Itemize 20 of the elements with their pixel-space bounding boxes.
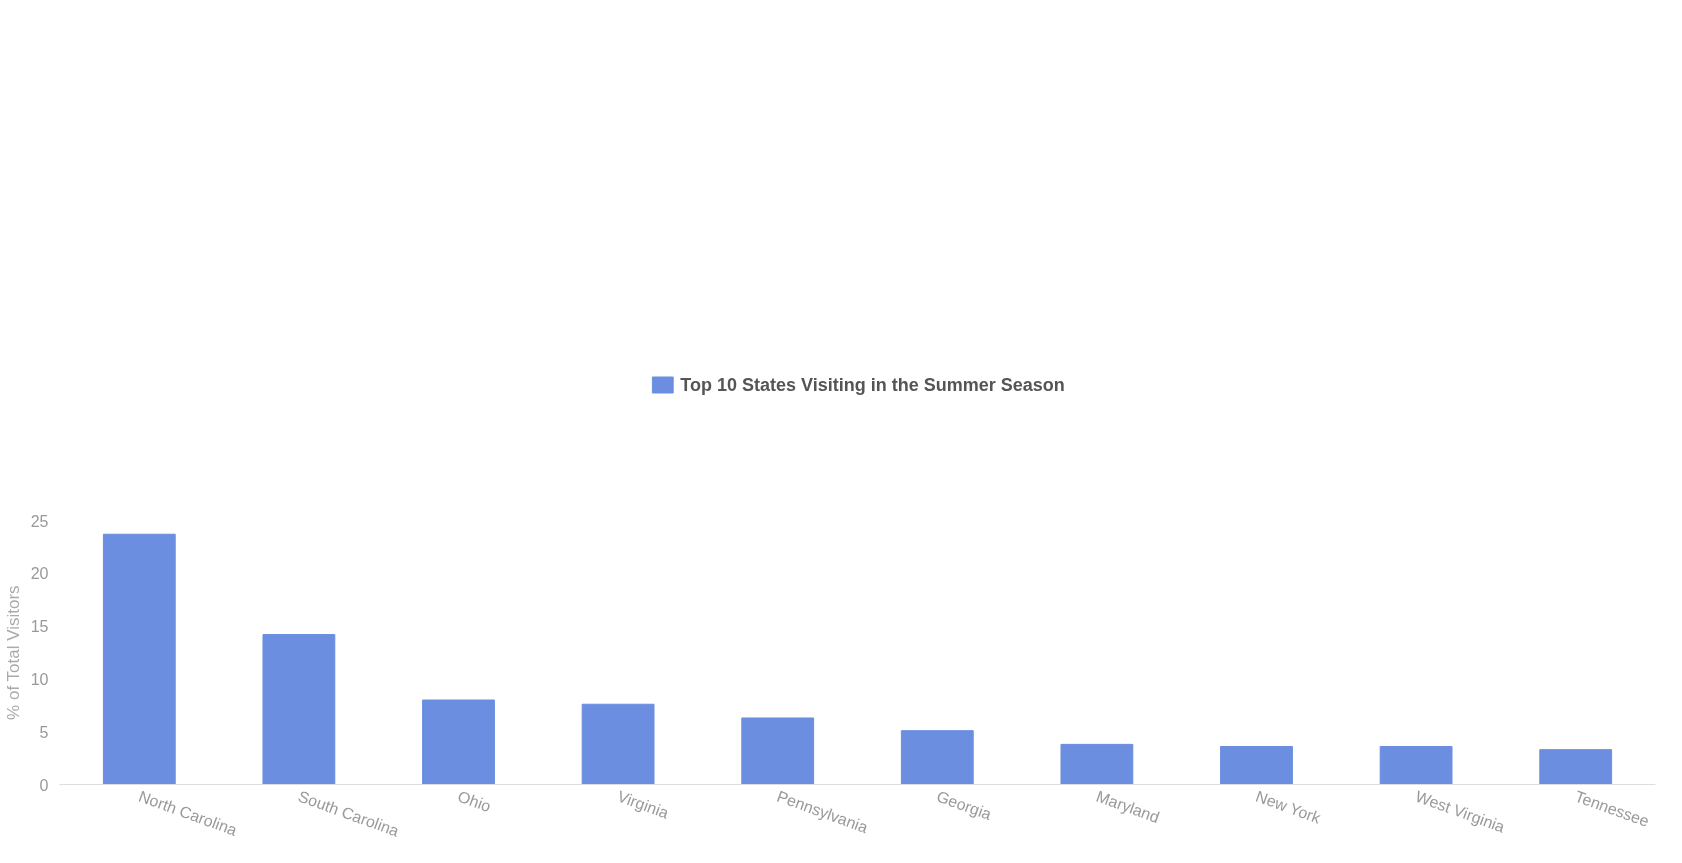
x-tick-label: Ohio [455,787,494,816]
y-tick-label: 15 [30,618,49,636]
y-tick-label: 20 [30,565,49,583]
bar [1060,743,1134,785]
bar [102,533,176,785]
y-axis-title: % of Total Visitors [3,585,23,720]
bar [422,699,495,785]
bar [581,703,655,785]
y-tick-label: 5 [39,723,49,741]
y-tick-label: 10 [30,670,49,688]
x-tick-label: New York [1253,787,1324,827]
bar [1220,745,1293,785]
y-tick-label: 0 [39,776,49,794]
legend-label: Top 10 States Visiting in the Summer Season [680,374,1065,396]
bar [900,730,974,785]
bar [262,634,336,785]
bar [1539,749,1613,785]
bar [741,717,815,785]
y-tick-label: 25 [30,512,49,530]
bar [1379,745,1453,785]
